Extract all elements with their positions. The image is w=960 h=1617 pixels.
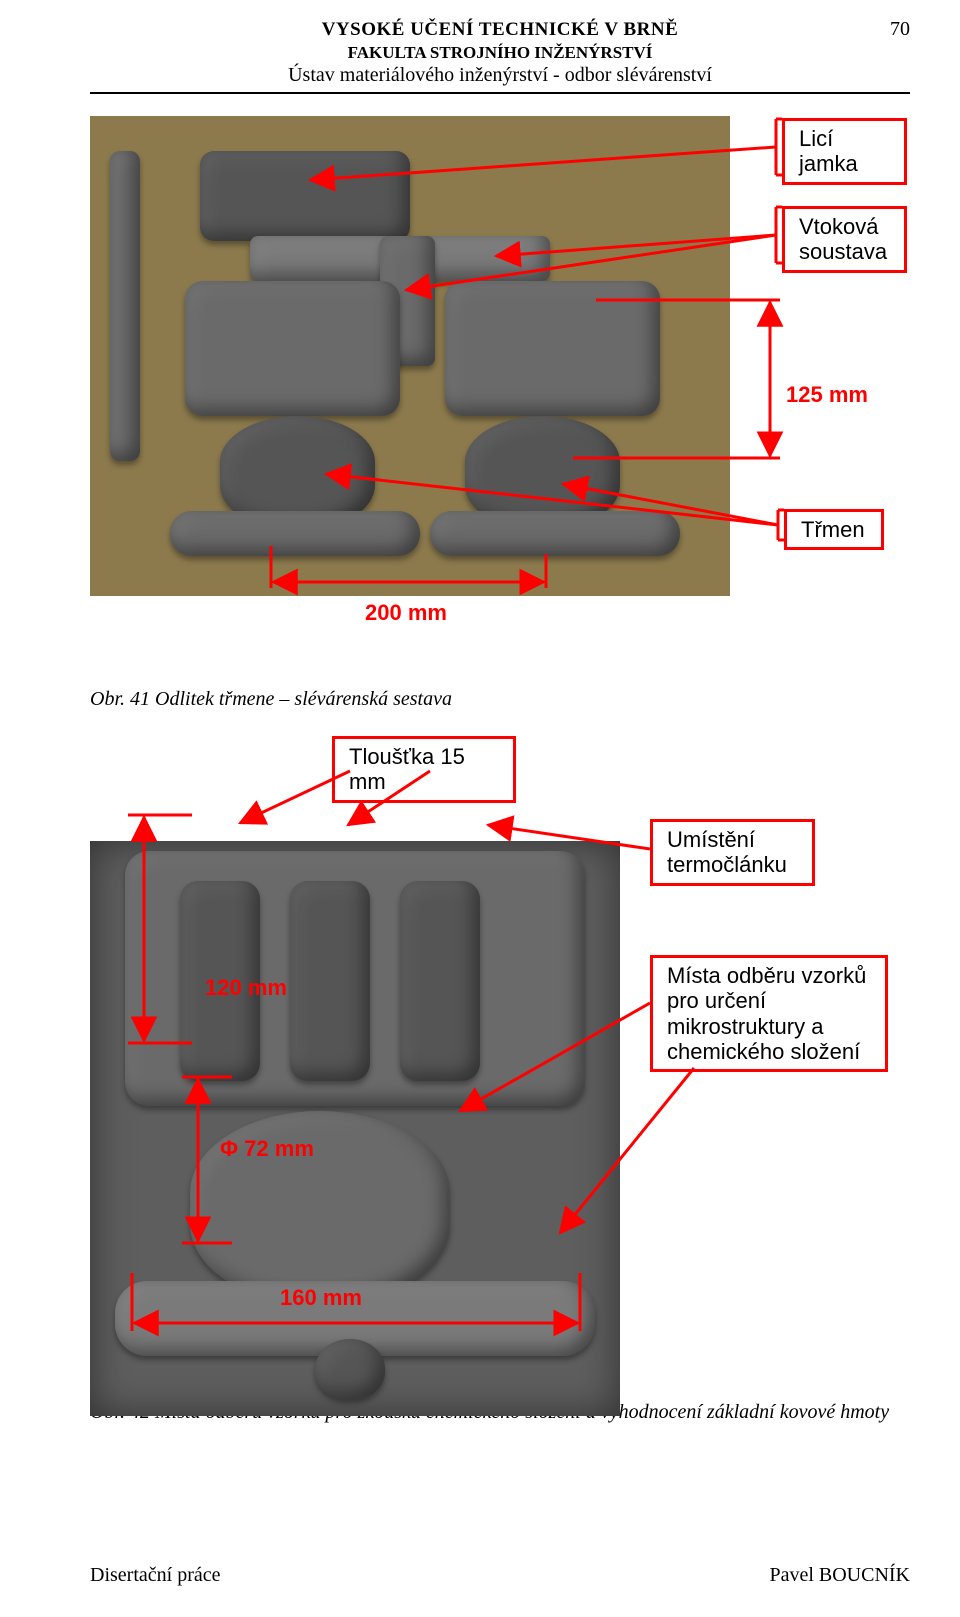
header-line-3: Ústav materiálového inženýrství - odbor …	[90, 63, 910, 88]
dimension-120mm: 120 mm	[205, 975, 287, 1001]
callout-thickness-15mm: Tloušťka 15 mm	[332, 736, 516, 803]
figure-42-photo	[90, 841, 620, 1416]
callout-vtokova-soustava: Vtoková soustava	[782, 206, 907, 273]
figure-41-caption: Obr. 41 Odlitek třmene – slévárenská ses…	[90, 688, 910, 711]
callout-sample-locations: Místa odběru vzorků pro určení mikrostru…	[650, 955, 888, 1072]
dimension-125mm: 125 mm	[786, 382, 868, 408]
dimension-200mm: 200 mm	[365, 600, 447, 626]
page-number: 70	[890, 18, 910, 41]
callout-lici-jamka: Licí jamka	[782, 118, 907, 185]
header-line-2: FAKULTA STROJNÍHO INŽENÝRSTVÍ	[90, 42, 910, 63]
header-line-1: VYSOKÉ UČENÍ TECHNICKÉ V BRNĚ	[90, 18, 910, 42]
footer-left: Disertační práce	[90, 1564, 220, 1587]
page-header: VYSOKÉ UČENÍ TECHNICKÉ V BRNĚ FAKULTA ST…	[90, 18, 910, 88]
figure-42: Tloušťka 15 mm Umístění termočlánku Míst…	[90, 733, 910, 1373]
footer-right: Pavel BOUCNÍK	[769, 1564, 910, 1587]
dimension-phi-72mm: Φ 72 mm	[220, 1136, 314, 1162]
page: 70 VYSOKÉ UČENÍ TECHNICKÉ V BRNĚ FAKULTA…	[0, 0, 960, 1617]
dimension-160mm: 160 mm	[280, 1285, 362, 1311]
figure-41: Licí jamka Vtoková soustava Třmen 125 mm…	[90, 116, 910, 656]
callout-thermocouple-location: Umístění termočlánku	[650, 819, 815, 886]
header-rule	[90, 92, 910, 94]
figure-41-photo	[90, 116, 730, 596]
callout-trmen: Třmen	[784, 509, 884, 550]
